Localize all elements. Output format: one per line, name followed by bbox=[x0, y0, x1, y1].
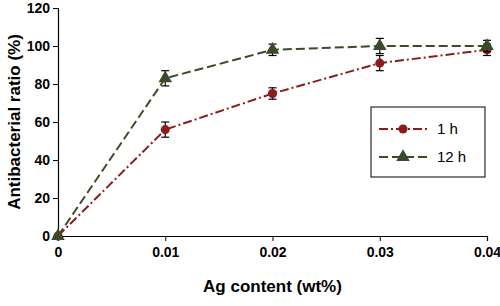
marker bbox=[373, 38, 387, 50]
error-bar bbox=[161, 122, 169, 137]
x-tick-label: 0.01 bbox=[152, 244, 179, 260]
y-axis-line bbox=[53, 9, 59, 237]
y-tick-label: 120 bbox=[27, 0, 51, 16]
legend: 1 h 12 h bbox=[371, 107, 485, 177]
error-cap bbox=[376, 53, 384, 54]
y-tick-mark bbox=[53, 46, 58, 47]
error-bar bbox=[376, 56, 384, 71]
error-cap bbox=[269, 87, 277, 88]
error-bar bbox=[269, 88, 277, 99]
y-tick: 80 bbox=[34, 76, 58, 92]
y-tick-label: 80 bbox=[34, 76, 50, 92]
y-tick: 120 bbox=[27, 0, 58, 16]
legend-box bbox=[371, 107, 485, 177]
legend-marker bbox=[398, 124, 407, 133]
y-tick: 100 bbox=[27, 38, 58, 54]
x-tick: 0.02 bbox=[259, 236, 286, 260]
y-tick-label: 60 bbox=[34, 114, 50, 130]
y-axis: 0 20 40 60 80 100 120 bbox=[27, 0, 59, 244]
x-tick-mark bbox=[273, 236, 274, 241]
y-tick-mark bbox=[53, 84, 58, 85]
y-tick-mark bbox=[53, 8, 58, 9]
error-cap bbox=[269, 99, 277, 100]
x-tick-mark bbox=[487, 236, 488, 241]
error-cap bbox=[483, 55, 491, 56]
y-tick-label: 0 bbox=[42, 228, 50, 244]
marker bbox=[268, 89, 277, 98]
x-tick-mark bbox=[380, 236, 381, 241]
marker bbox=[375, 59, 384, 68]
chart: 0 0.01 0.02 0.03 0.04 0 20 40 60 80 100 120 1 h 12 h A… bbox=[0, 0, 500, 306]
marker bbox=[51, 228, 65, 240]
y-tick: 20 bbox=[34, 190, 58, 206]
legend-label: 12 h bbox=[437, 148, 466, 165]
error-cap bbox=[376, 55, 384, 56]
x-tick-label: 0.03 bbox=[367, 244, 394, 260]
y-tick: 40 bbox=[34, 152, 58, 168]
x-axis-line bbox=[59, 237, 488, 242]
marker bbox=[158, 70, 172, 82]
x-tick-label: 0.02 bbox=[259, 244, 286, 260]
marker bbox=[266, 42, 280, 54]
x-tick: 0.04 bbox=[474, 236, 500, 260]
error-cap bbox=[161, 137, 169, 138]
x-axis: 0 0.01 0.02 0.03 0.04 bbox=[55, 236, 500, 260]
x-axis-title: Ag content (wt%) bbox=[203, 277, 342, 296]
y-tick-label: 20 bbox=[34, 190, 50, 206]
legend-marker bbox=[396, 149, 410, 161]
series-line bbox=[58, 46, 487, 236]
y-tick-mark bbox=[53, 198, 58, 199]
y-tick: 60 bbox=[34, 114, 58, 130]
error-cap bbox=[161, 121, 169, 122]
error-cap bbox=[269, 55, 277, 56]
plot-area: 0 0.01 0.02 0.03 0.04 0 20 40 60 80 100 120 1 h 12 h bbox=[27, 0, 500, 260]
marker bbox=[480, 38, 494, 50]
marker bbox=[161, 125, 170, 134]
x-tick-label: 0.04 bbox=[474, 244, 500, 260]
y-tick-label: 100 bbox=[27, 38, 51, 54]
marks bbox=[51, 38, 494, 240]
y-axis-title: Antibacterial ratio (%) bbox=[5, 34, 24, 210]
legend-label: 1 h bbox=[437, 120, 458, 137]
series-line bbox=[58, 50, 487, 236]
x-tick: 0.01 bbox=[152, 236, 179, 260]
error-cap bbox=[161, 85, 169, 86]
x-tick-mark bbox=[165, 236, 166, 241]
y-tick-mark bbox=[53, 122, 58, 123]
x-tick: 0.03 bbox=[367, 236, 394, 260]
y-tick-label: 40 bbox=[34, 152, 50, 168]
error-cap bbox=[483, 51, 491, 52]
y-tick-mark bbox=[53, 160, 58, 161]
x-tick-label: 0 bbox=[55, 244, 63, 260]
error-cap bbox=[376, 70, 384, 71]
